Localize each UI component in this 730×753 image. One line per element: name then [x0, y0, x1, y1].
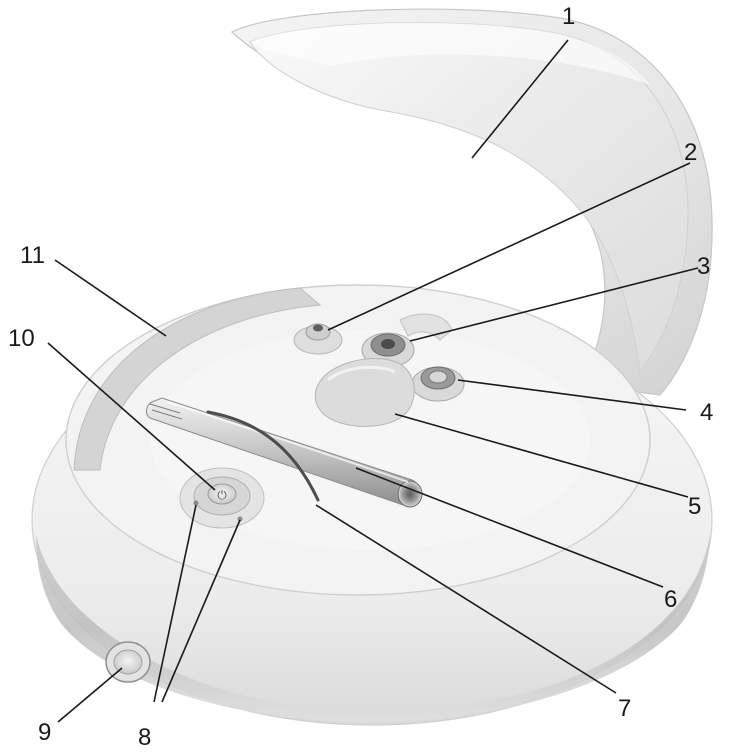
callout-9: 9 — [38, 719, 51, 746]
callout-11: 11 — [20, 242, 45, 269]
leader-4 — [457, 379, 687, 411]
leader-10 — [47, 342, 216, 491]
callout-8: 8 — [138, 724, 151, 751]
leader-9 — [57, 667, 123, 723]
callout-3: 3 — [697, 253, 710, 280]
attachment-disc-small[interactable] — [361, 332, 415, 368]
callout-1: 1 — [562, 3, 575, 30]
indicator-light-right — [237, 516, 243, 522]
leader-7 — [315, 504, 617, 694]
power-icon: ⏻ — [217, 488, 227, 502]
callout-10: 10 — [8, 325, 35, 352]
leader-3 — [409, 267, 699, 342]
hose — [206, 410, 320, 502]
callout-4: 4 — [700, 399, 713, 426]
callout-7: 7 — [618, 695, 631, 722]
leader-1 — [471, 39, 569, 159]
leader-11 — [54, 259, 167, 337]
attachment-disc-large[interactable] — [411, 366, 465, 402]
callout-5: 5 — [688, 493, 701, 520]
attachment-nozzle[interactable] — [293, 323, 343, 355]
leader-lines — [47, 39, 699, 723]
control-panel: ⏻ — [179, 467, 265, 529]
callout-2: 2 — [684, 139, 697, 166]
callout-6: 6 — [664, 586, 677, 613]
storage-cover[interactable] — [314, 358, 415, 427]
leader-5 — [394, 413, 689, 498]
callout-labels: 1 2 3 4 5 6 7 8 9 10 11 — [8, 3, 713, 751]
leader-8b — [161, 519, 241, 703]
lid — [230, 8, 713, 396]
leader-6 — [355, 467, 664, 588]
leader-8a — [153, 504, 197, 703]
indicator-light-left — [193, 500, 199, 506]
cable-channel — [73, 287, 322, 471]
leader-2 — [327, 162, 691, 331]
